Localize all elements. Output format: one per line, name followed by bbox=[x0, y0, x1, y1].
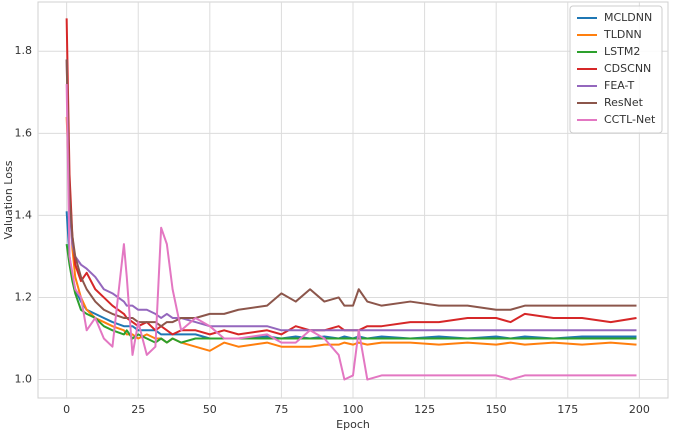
x-tick-label: 175 bbox=[557, 403, 578, 416]
line-series bbox=[65, 84, 637, 381]
x-tick-label: 100 bbox=[343, 403, 364, 416]
line-series bbox=[65, 211, 637, 340]
legend-label: ResNet bbox=[604, 96, 644, 109]
line-series bbox=[65, 59, 637, 328]
x-tick-label: 150 bbox=[486, 403, 507, 416]
y-tick-label: 1.4 bbox=[15, 208, 33, 221]
legend-label: MCLDNN bbox=[604, 11, 652, 24]
legend-label: CCTL-Net bbox=[604, 113, 656, 126]
legend: MCLDNN TLDNN LSTM2 CDSCNN FEA-T ResNet CCTL-Ne… bbox=[569, 5, 663, 134]
x-tick-label: 125 bbox=[414, 403, 435, 416]
y-tick-label: 1.2 bbox=[15, 290, 33, 303]
line-series bbox=[65, 59, 637, 332]
x-tick-label: 25 bbox=[131, 403, 145, 416]
line-series bbox=[65, 116, 637, 352]
legend-label: CDSCNN bbox=[604, 62, 651, 75]
y-tick-label: 1.0 bbox=[15, 373, 33, 386]
legend-label: LSTM2 bbox=[604, 45, 640, 58]
x-axis-label: Epoch bbox=[336, 418, 370, 431]
x-tick-label: 0 bbox=[63, 403, 70, 416]
y-tick-label: 1.6 bbox=[15, 126, 33, 139]
legend-label: FEA-T bbox=[604, 79, 635, 92]
grid bbox=[38, 2, 668, 398]
legend-box bbox=[569, 5, 663, 134]
x-tick-label: 50 bbox=[203, 403, 217, 416]
y-tick-label: 1.8 bbox=[15, 44, 33, 57]
line-series bbox=[65, 18, 637, 336]
x-tick-label: 200 bbox=[629, 403, 650, 416]
legend-label: TLDNN bbox=[603, 28, 642, 41]
x-tick-label: 75 bbox=[274, 403, 288, 416]
y-axis-label: Valuation Loss bbox=[2, 160, 15, 239]
